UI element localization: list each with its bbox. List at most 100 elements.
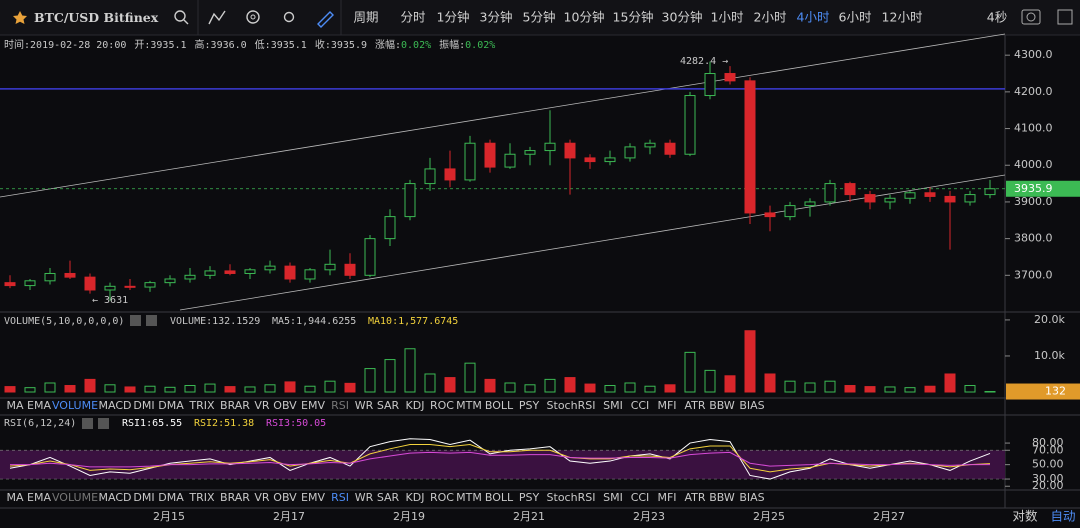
volume-bar	[284, 381, 296, 393]
indicator-tab[interactable]: MFI	[657, 399, 676, 412]
settings-button[interactable]	[82, 418, 93, 429]
interval-tab[interactable]: 分时	[400, 10, 426, 25]
indicator-tab[interactable]: MTM	[456, 399, 482, 412]
indicator-tab[interactable]: StochRSI	[547, 491, 596, 504]
indicator-tab[interactable]: EMA	[27, 399, 51, 412]
close-button[interactable]	[98, 418, 109, 429]
indicator-tab[interactable]: KDJ	[406, 399, 425, 412]
indicator-tab[interactable]: ATR	[684, 399, 705, 412]
search-icon[interactable]	[174, 10, 186, 22]
indicator-tab[interactable]: EMV	[301, 399, 325, 412]
candle-body	[244, 269, 256, 274]
interval-tab[interactable]: 5分钟	[523, 10, 556, 25]
volume-bar	[204, 383, 216, 393]
interval-tab[interactable]: 30分钟	[662, 10, 703, 25]
log-toggle[interactable]: 对数	[1012, 509, 1038, 524]
indicator-tab[interactable]: BRAR	[220, 491, 250, 504]
indicator-tab[interactable]: SAR	[377, 491, 400, 504]
indicator-tab[interactable]: DMI	[133, 399, 154, 412]
x-tick-label: 2月21	[513, 510, 545, 523]
interval-tab[interactable]: 12小时	[882, 10, 923, 25]
indicator-tab[interactable]: EMA	[27, 491, 51, 504]
indicator-tab[interactable]: ROC	[430, 491, 454, 504]
auto-toggle[interactable]: 自动	[1050, 509, 1075, 524]
indicator-tab[interactable]: BIAS	[739, 491, 764, 504]
volume-bar	[604, 385, 616, 393]
x-tick-label: 2月25	[753, 510, 785, 523]
volume-bar	[424, 373, 436, 393]
x-tick-label: 2月23	[633, 510, 665, 523]
indicator-tab[interactable]: CCI	[631, 399, 650, 412]
indicator-tab[interactable]: BBW	[709, 491, 735, 504]
candle-body	[364, 238, 376, 276]
draw-icon[interactable]	[317, 11, 334, 28]
indicator-tab[interactable]: MA	[6, 399, 23, 412]
interval-tab[interactable]: 10分钟	[564, 10, 605, 25]
symbol[interactable]: BTC/USD Bitfinex	[34, 10, 159, 25]
indicator-tab[interactable]: DMA	[158, 399, 184, 412]
fullscreen-icon[interactable]	[1057, 9, 1073, 25]
volume-bar	[544, 378, 556, 393]
indicator-icon[interactable]	[208, 10, 226, 25]
indicator-tab[interactable]: ROC	[430, 399, 454, 412]
interval-tab[interactable]: 6小时	[839, 10, 872, 25]
indicator-tab[interactable]: MFI	[657, 491, 676, 504]
indicator-tab[interactable]: MACD	[99, 491, 132, 504]
close-button[interactable]	[146, 315, 157, 326]
candle-body	[344, 263, 356, 276]
last-volume-box	[1006, 383, 1080, 400]
indicator-tab[interactable]: PSY	[519, 491, 540, 504]
interval-tab[interactable]: 3分钟	[480, 10, 513, 25]
theme-icon[interactable]	[283, 11, 295, 23]
indicator-tab[interactable]: VR	[254, 491, 270, 504]
interval-tab[interactable]: 4小时	[797, 10, 830, 25]
indicator-tab[interactable]: SMI	[603, 399, 623, 412]
indicator-tab[interactable]: BRAR	[220, 399, 250, 412]
indicator-tab[interactable]: WR	[355, 491, 374, 504]
interval-tab[interactable]: 15分钟	[613, 10, 654, 25]
indicator-tab[interactable]: OBV	[273, 491, 297, 504]
indicator-tab[interactable]: MTM	[456, 491, 482, 504]
indicator-tab[interactable]: RSI	[331, 491, 349, 504]
indicator-tab[interactable]: MACD	[99, 399, 132, 412]
interval-tab[interactable]: 1分钟	[437, 10, 470, 25]
camera-icon[interactable]	[1021, 9, 1041, 25]
high-annotation: 4282.4 →	[680, 56, 728, 67]
indicator-tab[interactable]: RSI	[331, 399, 349, 412]
indicator-tab[interactable]: BBW	[709, 399, 735, 412]
exchange: Bitfinex	[104, 10, 159, 25]
indicator-tab[interactable]: SMI	[603, 491, 623, 504]
indicator-tab[interactable]: SAR	[377, 399, 400, 412]
settings-icon[interactable]	[246, 10, 260, 24]
indicator-tab[interactable]: DMI	[133, 491, 154, 504]
interval-tab[interactable]: 1小时	[711, 10, 744, 25]
interval-tab[interactable]: 2小时	[754, 10, 787, 25]
indicator-tab[interactable]: DMA	[158, 491, 184, 504]
indicator-tab[interactable]: VOLUME	[52, 399, 98, 412]
indicator-tab[interactable]: ATR	[684, 491, 705, 504]
indicator-tab[interactable]: BOLL	[485, 399, 514, 412]
info-value: 3935.1	[271, 40, 307, 51]
indicator-tab[interactable]: BOLL	[485, 491, 514, 504]
settings-button[interactable]	[130, 315, 141, 326]
indicator-tab[interactable]: EMV	[301, 491, 325, 504]
info-value: 3936.0	[211, 40, 247, 51]
trend-line[interactable]	[0, 33, 1006, 198]
indicator-tab[interactable]: WR	[355, 399, 374, 412]
indicator-tab[interactable]: TRIX	[188, 491, 215, 504]
indicator-tab[interactable]: VR	[254, 399, 270, 412]
indicator-tab[interactable]: PSY	[519, 399, 540, 412]
indicator-tab[interactable]: VOLUME	[52, 491, 98, 504]
candle-body	[204, 270, 216, 276]
favorite-icon[interactable]	[13, 11, 27, 24]
indicator-tab[interactable]: KDJ	[406, 491, 425, 504]
indicator-tab[interactable]: TRIX	[188, 399, 215, 412]
indicator-tab[interactable]: BIAS	[739, 399, 764, 412]
indicator-tab[interactable]: CCI	[631, 491, 650, 504]
candle-body	[4, 282, 16, 287]
refresh-rate[interactable]: 4秒	[987, 10, 1007, 25]
indicator-tab[interactable]: StochRSI	[547, 399, 596, 412]
indicator-tab[interactable]: OBV	[273, 399, 297, 412]
indicator-tab[interactable]: MA	[6, 491, 23, 504]
